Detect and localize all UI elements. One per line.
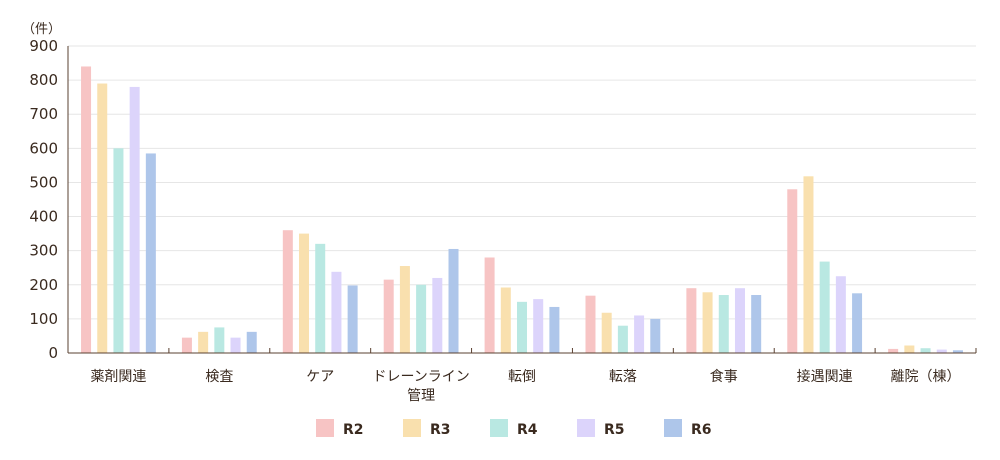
y-tick-label: 200 <box>29 276 58 294</box>
bar-r2 <box>181 337 192 353</box>
bar-r5 <box>634 315 645 353</box>
category-label: 離院（棟） <box>891 368 961 385</box>
bar-r5 <box>734 288 745 353</box>
bar-r6 <box>347 285 358 353</box>
legend-swatch-r5 <box>577 419 595 437</box>
bar-r5 <box>230 337 241 353</box>
bar-r6 <box>448 248 459 353</box>
bar-r6 <box>145 153 156 353</box>
bar-r5 <box>331 271 342 353</box>
bar-r3 <box>803 176 814 353</box>
category-label: ドレーンライン <box>372 369 469 385</box>
category-label: ケア <box>306 369 334 385</box>
bar-r3 <box>500 287 511 353</box>
category-label: 転倒 <box>508 369 536 385</box>
bar-r3 <box>97 83 108 354</box>
bar-r4 <box>920 348 931 353</box>
y-unit-label: （件） <box>22 22 61 37</box>
bar-r6 <box>751 295 762 353</box>
bar-r4 <box>113 148 124 353</box>
bar-r4 <box>315 243 326 353</box>
gridlines <box>68 45 976 320</box>
y-tick-label: 100 <box>29 310 58 328</box>
bar-r6 <box>852 293 863 353</box>
bar-r2 <box>383 279 394 353</box>
bar-r2 <box>888 348 899 353</box>
legend-swatch-r6 <box>664 419 682 437</box>
legend-label-r2: R2 <box>343 422 364 438</box>
legend-swatch-r2 <box>316 419 334 437</box>
bar-r3 <box>299 233 310 353</box>
y-tick-label: 800 <box>29 71 58 89</box>
bar-r2 <box>81 66 92 353</box>
y-tick-label: 300 <box>29 242 58 260</box>
category-label: 薬剤関連 <box>90 369 146 385</box>
bar-r4 <box>718 295 729 353</box>
bar-r4 <box>214 327 225 353</box>
legend-swatch-r3 <box>403 419 421 437</box>
bar-r2 <box>484 257 495 353</box>
bar-r6 <box>650 318 661 353</box>
bar-r2 <box>787 189 798 353</box>
category-label: 食事 <box>710 368 738 385</box>
legend-swatch-r4 <box>490 419 508 437</box>
legend: R2 R3 R4 R5 R6 <box>316 419 712 438</box>
y-tick-label: 700 <box>29 105 58 123</box>
bar-r6 <box>246 331 257 353</box>
bar-r2 <box>686 288 697 353</box>
y-tick-label: 600 <box>29 139 58 157</box>
category-label: 管理 <box>407 388 435 404</box>
bar-r4 <box>617 325 628 353</box>
bar-r3 <box>702 292 713 353</box>
legend-label-r3: R3 <box>430 422 451 438</box>
y-tick-label: 400 <box>29 208 58 226</box>
category-label: 接遇関連 <box>797 368 853 385</box>
bar-r4 <box>416 284 427 353</box>
axes <box>67 46 977 354</box>
bar-r2 <box>282 230 293 353</box>
y-tick-label: 0 <box>48 344 58 362</box>
bar-r4 <box>819 261 830 353</box>
bar-r5 <box>936 349 947 353</box>
bar-r5 <box>533 299 544 353</box>
legend-label-r6: R6 <box>691 422 712 438</box>
legend-label-r5: R5 <box>604 422 625 438</box>
bars <box>81 66 963 354</box>
bar-r3 <box>904 345 915 353</box>
category-label: 検査 <box>205 369 233 385</box>
bar-r3 <box>601 312 612 353</box>
bar-r5 <box>129 86 140 353</box>
bar-r5 <box>432 277 443 353</box>
y-tick-label: 900 <box>29 37 58 55</box>
bar-r3 <box>198 331 209 353</box>
legend-label-r4: R4 <box>517 422 538 438</box>
bar-r6 <box>549 306 560 353</box>
y-tick-labels: 0 100 200 300 400 500 600 700 800 900 <box>29 37 58 362</box>
y-tick-label: 500 <box>29 173 58 191</box>
bar-r6 <box>952 350 963 353</box>
bar-r2 <box>585 295 596 353</box>
category-label: 転落 <box>609 369 637 385</box>
bar-r4 <box>517 301 527 353</box>
bar-r5 <box>835 276 846 353</box>
bar-r3 <box>399 266 410 353</box>
